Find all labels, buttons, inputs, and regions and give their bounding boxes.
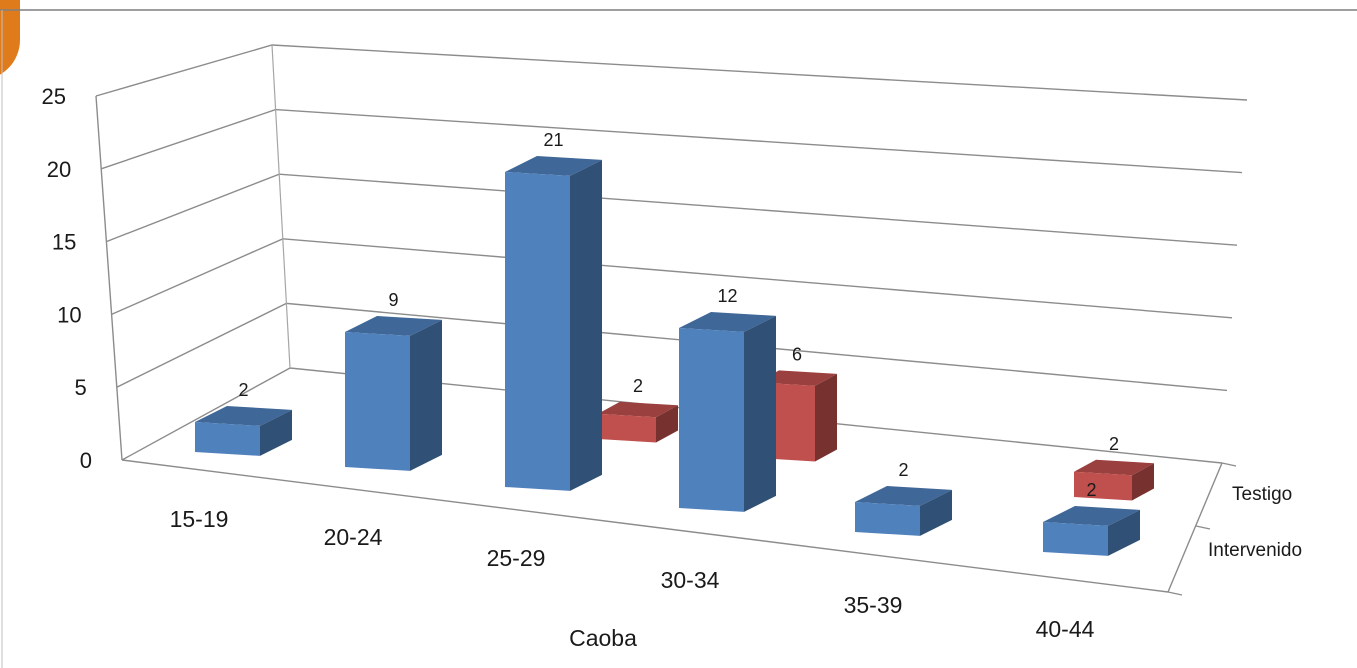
depth-tick: [1221, 462, 1237, 467]
data-label: 2: [898, 460, 908, 480]
category-label: 15-19: [170, 506, 229, 532]
data-label: 2: [633, 376, 643, 396]
bar-front-face: [195, 422, 260, 456]
bar-side-face: [656, 405, 678, 443]
category-label: 40-44: [1036, 616, 1095, 642]
series-label: Intervenido: [1208, 540, 1302, 561]
data-label: 2: [1086, 480, 1096, 500]
bar-side-face: [570, 159, 602, 491]
category-label: 25-29: [487, 545, 546, 571]
bar: [679, 312, 776, 512]
grid-layer: [95, 44, 1248, 464]
data-label: 21: [543, 130, 563, 150]
bar-top-face: [598, 401, 678, 418]
series-label: Testigo: [1232, 484, 1292, 505]
bar-front-face: [1043, 522, 1108, 556]
depth-tick: [1167, 591, 1183, 596]
bar-top-face: [855, 486, 952, 506]
bar: [345, 316, 442, 471]
depth-tick: [1195, 525, 1211, 530]
data-label: 6: [792, 344, 802, 364]
bar-front-face: [1074, 471, 1132, 501]
category-label: 35-39: [844, 592, 903, 618]
bar-front-face: [598, 413, 656, 443]
category-label: 30-34: [661, 567, 720, 593]
x-axis-title: Caoba: [569, 625, 637, 651]
bar-top-face: [1074, 459, 1154, 476]
label-layer: 2 6 2 2 9 21 12 2 2: [238, 130, 1119, 500]
back-vertical-edge: [271, 44, 291, 369]
y-tick-label: 5: [75, 375, 87, 400]
bar: [505, 156, 602, 491]
bar-front-face: [505, 172, 570, 491]
bar-front-face: [855, 502, 920, 536]
bar: [1074, 459, 1154, 501]
bar-top-face: [505, 156, 602, 176]
data-label: 2: [1109, 434, 1119, 454]
y-tick-label: 10: [57, 302, 81, 327]
data-label: 2: [238, 380, 248, 400]
bar-side-face: [1108, 509, 1140, 556]
bar-front-face: [345, 332, 410, 471]
y-tick-label: 25: [42, 84, 66, 109]
bar-side-face: [260, 409, 292, 456]
bar: [1043, 506, 1140, 556]
x-axis-line: [121, 459, 1169, 593]
data-label: 12: [717, 286, 737, 306]
category-label: 20-24: [324, 524, 383, 550]
bar-top-face: [195, 406, 292, 426]
bar-front-face: [679, 328, 744, 512]
y-tick-label: 20: [47, 157, 71, 182]
depth-axis-line: [1167, 462, 1223, 593]
bar: [195, 406, 292, 456]
gridline: [100, 108, 1243, 174]
bar-top-face: [679, 312, 776, 332]
bar-top-face: [345, 316, 442, 336]
bar-top-face: [757, 370, 837, 386]
y-tick-label: 0: [80, 448, 92, 473]
bar-side-face: [815, 373, 837, 462]
bar-side-face: [410, 319, 442, 471]
bar: [855, 486, 952, 536]
y-tick-label: 15: [52, 230, 76, 255]
y-axis-line: [95, 95, 123, 461]
gridline: [116, 302, 1228, 392]
bar-layer: [195, 156, 1154, 556]
gridline: [95, 44, 1248, 101]
bar: [598, 401, 678, 443]
bar-top-face: [1043, 506, 1140, 526]
bar-side-face: [744, 315, 776, 512]
axis-layer: 0 5 10 15 20 25 Intervenido Testigo 15-19 20-24 25…: [42, 44, 1302, 642]
bar-side-face: [1132, 463, 1154, 501]
gridline: [106, 173, 1238, 246]
bar-side-face: [920, 489, 952, 536]
data-label: 9: [388, 290, 398, 310]
